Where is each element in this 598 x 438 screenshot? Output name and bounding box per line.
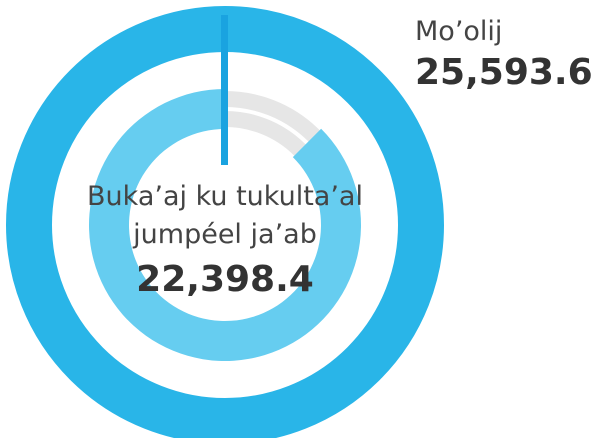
center-label: jumpéel ja’ab <box>132 219 317 250</box>
center-value: 22,398.4 <box>136 259 314 300</box>
series-label: Mo’olij <box>415 16 502 47</box>
inner-arc <box>89 89 362 361</box>
center-label: Buka’aj ku tukulta’al <box>87 181 363 212</box>
marker <box>221 15 228 165</box>
series-value: 25,593.6 <box>415 52 593 93</box>
